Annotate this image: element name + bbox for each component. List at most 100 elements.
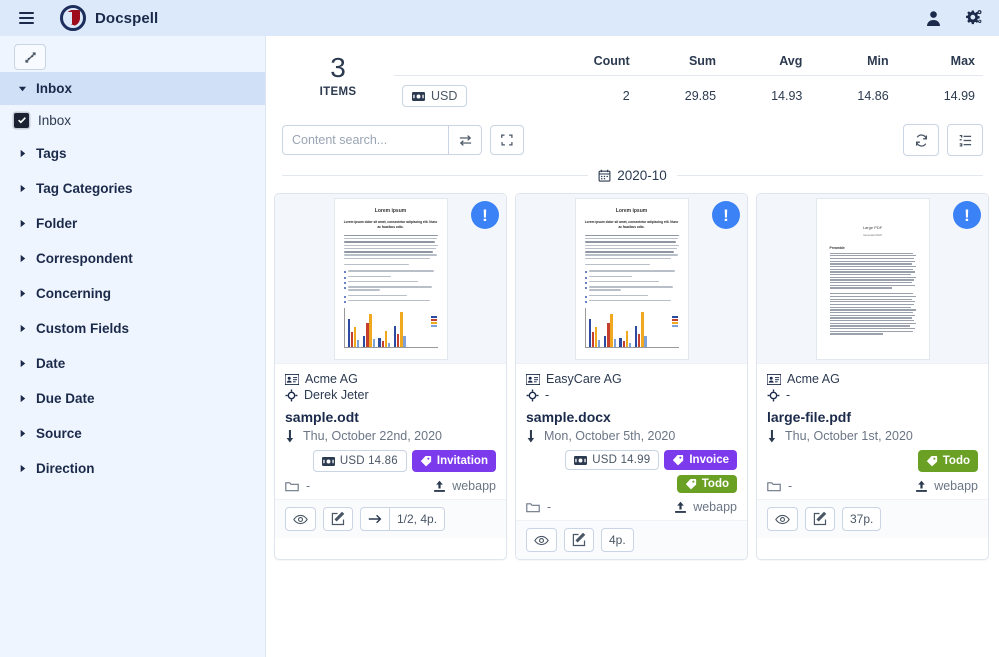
sidebar-item-label: Concerning bbox=[36, 286, 112, 301]
currency-label: USD bbox=[431, 89, 458, 103]
item-card-actions: 1/2, 4p. bbox=[275, 499, 506, 538]
arrow-down-icon bbox=[526, 429, 537, 443]
refresh-icon[interactable] bbox=[903, 124, 939, 156]
source-name: webapp bbox=[452, 479, 496, 493]
item-card-body: Acme AG - large-file.pdf Thu, October bbox=[757, 364, 988, 499]
edit-icon bbox=[331, 512, 345, 526]
currency-badge[interactable]: USD bbox=[402, 85, 468, 107]
tag-chip[interactable]: Invoice bbox=[664, 450, 737, 470]
fullscreen-icon[interactable] bbox=[490, 125, 524, 155]
tag-chip[interactable]: Invitation bbox=[411, 450, 496, 472]
currency-cell: USD bbox=[394, 76, 543, 117]
edit-icon bbox=[813, 512, 827, 526]
sidebar-item-tags[interactable]: Tags bbox=[0, 137, 265, 170]
item-thumbnail[interactable]: ! Lorem ipsum Lorem ipsum dolor sit amet… bbox=[516, 194, 747, 364]
page-count-label[interactable]: 37p. bbox=[842, 507, 882, 531]
brand-logo-group[interactable]: Docspell bbox=[60, 5, 158, 31]
divider-line-left bbox=[282, 175, 589, 176]
crosshairs-icon bbox=[767, 389, 780, 402]
item-card-body: EasyCare AG - sample.docx Mon, October bbox=[516, 364, 747, 520]
sidebar-item-due-date[interactable]: Due Date bbox=[0, 382, 265, 415]
list-icon[interactable] bbox=[947, 124, 983, 156]
page-nav-group: 1/2, 4p. bbox=[360, 507, 446, 531]
folder-icon bbox=[285, 481, 299, 492]
crosshairs-icon bbox=[285, 389, 298, 402]
item-date: Mon, October 5th, 2020 bbox=[544, 429, 676, 443]
sidebar-inbox-filter[interactable]: Inbox bbox=[0, 105, 265, 135]
main-content: 3 ITEMS Count Sum Avg Min Max USD bbox=[266, 36, 999, 657]
preview-button[interactable] bbox=[767, 507, 798, 531]
unread-badge[interactable]: ! bbox=[471, 201, 499, 229]
value-max: 14.99 bbox=[943, 89, 975, 103]
user-icon[interactable] bbox=[923, 8, 943, 28]
preview-button[interactable] bbox=[526, 528, 557, 552]
document-preview: Large PDF Generated 2020 Preamble bbox=[815, 197, 930, 360]
item-thumbnail[interactable]: ! Lorem ipsum Lorem ipsum dolor sit amet… bbox=[275, 194, 506, 364]
upload-icon bbox=[674, 501, 687, 514]
page-count-label[interactable]: 1/2, 4p. bbox=[389, 507, 446, 531]
money-icon bbox=[574, 455, 588, 465]
next-page-button[interactable] bbox=[360, 507, 389, 531]
money-tag-label: USD 14.99 bbox=[592, 454, 651, 466]
id-card-icon bbox=[285, 373, 299, 385]
group-date-label-wrap[interactable]: 2020-10 bbox=[598, 168, 667, 183]
item-card[interactable]: ! Large PDF Generated 2020 Preamble bbox=[756, 193, 989, 560]
item-folder-source-row: - webapp bbox=[767, 479, 978, 499]
sidebar-item-date[interactable]: Date bbox=[0, 347, 265, 380]
money-tag[interactable]: USD 14.86 bbox=[312, 450, 407, 472]
hamburger-icon[interactable] bbox=[8, 0, 44, 36]
sidebar-item-correspondent[interactable]: Correspondent bbox=[0, 242, 265, 275]
sidebar-item-source[interactable]: Source bbox=[0, 417, 265, 450]
sidebar-item-tag-categories[interactable]: Tag Categories bbox=[0, 172, 265, 205]
sidebar-item-label: Tags bbox=[36, 146, 67, 161]
col-header-sum: Sum bbox=[637, 48, 725, 76]
sidebar-item-custom-fields[interactable]: Custom Fields bbox=[0, 312, 265, 345]
item-title[interactable]: sample.odt bbox=[285, 409, 359, 425]
edit-button[interactable] bbox=[805, 507, 835, 531]
upload-icon bbox=[915, 480, 928, 493]
tag-icon bbox=[420, 455, 432, 467]
sidebar-item-inbox[interactable]: Inbox bbox=[0, 72, 265, 105]
search-input[interactable] bbox=[282, 125, 448, 155]
sidebar-item-label: Correspondent bbox=[36, 251, 133, 266]
sidebar-item-direction[interactable]: Direction bbox=[0, 452, 265, 485]
preview-heading: Lorem ipsum dolor sit amet, consectetur … bbox=[343, 219, 438, 229]
chevron-down-icon bbox=[14, 84, 30, 93]
page-count-label[interactable]: 4p. bbox=[601, 528, 634, 552]
edit-icon bbox=[572, 533, 586, 547]
edit-button[interactable] bbox=[564, 528, 594, 552]
item-thumbnail[interactable]: ! Large PDF Generated 2020 Preamble bbox=[757, 194, 988, 364]
preview-subtitle: Generated 2020 bbox=[863, 233, 882, 237]
id-card-icon bbox=[767, 373, 781, 385]
item-title[interactable]: large-file.pdf bbox=[767, 409, 852, 425]
item-card[interactable]: ! Lorem ipsum Lorem ipsum dolor sit amet… bbox=[515, 193, 748, 560]
exchange-arrows-icon[interactable] bbox=[448, 125, 482, 155]
checkbox-checked-icon[interactable] bbox=[14, 112, 29, 128]
correspondent-row: EasyCare AG bbox=[526, 372, 737, 386]
document-preview: Lorem ipsum Lorem ipsum dolor sit amet, … bbox=[333, 197, 448, 360]
unread-badge[interactable]: ! bbox=[712, 201, 740, 229]
folder-name: - bbox=[788, 479, 793, 493]
tag-chip[interactable]: Todo bbox=[676, 475, 737, 493]
currency-column-header bbox=[394, 48, 543, 76]
item-title[interactable]: sample.docx bbox=[526, 409, 611, 425]
item-date-row: Thu, October 1st, 2020 bbox=[767, 429, 978, 443]
statistics-bar: 3 ITEMS Count Sum Avg Min Max USD bbox=[266, 36, 999, 116]
preview-bar-chart bbox=[584, 308, 679, 349]
sidebar-item-label: Due Date bbox=[36, 391, 95, 406]
arrow-down-icon bbox=[767, 429, 778, 443]
expand-arrows-icon[interactable] bbox=[14, 44, 46, 70]
tag-label: Invoice bbox=[689, 454, 729, 466]
sidebar-item-concerning[interactable]: Concerning bbox=[0, 277, 265, 310]
correspondent-name: Acme AG bbox=[305, 372, 358, 386]
gear-icon[interactable] bbox=[963, 8, 983, 28]
tag-chip[interactable]: Todo bbox=[917, 450, 978, 472]
edit-button[interactable] bbox=[323, 507, 353, 531]
unread-badge[interactable]: ! bbox=[953, 201, 981, 229]
preview-button[interactable] bbox=[285, 507, 316, 531]
item-card-body: Acme AG Derek Jeter sample.odt Thu, Oc bbox=[275, 364, 506, 499]
money-tag[interactable]: USD 14.99 bbox=[565, 450, 660, 470]
folder-icon bbox=[526, 502, 540, 513]
item-card[interactable]: ! Lorem ipsum Lorem ipsum dolor sit amet… bbox=[274, 193, 507, 560]
sidebar-item-folder[interactable]: Folder bbox=[0, 207, 265, 240]
